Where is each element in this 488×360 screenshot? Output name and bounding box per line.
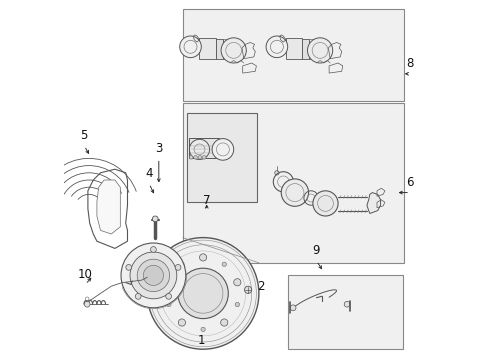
Text: 4: 4 [145,167,153,180]
Circle shape [202,156,205,159]
Circle shape [233,279,241,286]
Circle shape [281,179,308,206]
Circle shape [165,293,171,299]
Text: 10: 10 [78,268,93,281]
Circle shape [198,156,201,159]
Bar [199,38,215,59]
Text: 7: 7 [203,194,210,207]
Bar [188,138,219,158]
Bar [302,39,309,59]
Circle shape [344,301,349,307]
Circle shape [221,38,246,63]
Circle shape [289,305,295,311]
Circle shape [265,36,287,58]
Circle shape [189,139,209,159]
Circle shape [220,319,227,326]
Circle shape [137,259,169,292]
Text: 8: 8 [406,57,413,70]
Text: 9: 9 [312,244,320,257]
Circle shape [175,265,181,270]
Text: 2: 2 [256,280,264,293]
Circle shape [312,191,337,216]
Circle shape [143,265,163,285]
Bar [182,103,403,263]
Circle shape [150,247,156,252]
Bar [287,275,402,349]
Circle shape [179,36,201,58]
Circle shape [244,286,251,293]
Polygon shape [366,193,380,213]
Circle shape [189,156,193,159]
Circle shape [130,252,177,299]
Circle shape [274,171,279,175]
Text: 6: 6 [406,176,413,189]
Circle shape [235,302,239,307]
Circle shape [165,279,172,286]
Circle shape [152,216,158,222]
Circle shape [135,293,141,299]
Circle shape [212,139,233,160]
Circle shape [201,327,205,332]
Circle shape [121,243,185,308]
Text: 1: 1 [197,334,204,347]
Circle shape [178,268,228,319]
Circle shape [125,265,131,270]
Circle shape [166,302,171,307]
Text: 5: 5 [81,129,88,142]
Bar [223,39,228,59]
Circle shape [178,319,185,326]
Bar [215,39,223,59]
Bar [309,39,314,59]
Bar [285,38,302,59]
Circle shape [193,156,197,159]
Circle shape [180,262,183,266]
Circle shape [307,38,332,63]
Circle shape [199,254,206,261]
Circle shape [147,238,258,349]
Circle shape [84,301,90,307]
Polygon shape [97,180,120,234]
Text: 3: 3 [155,142,162,155]
Bar [186,113,257,202]
Bar [182,9,403,101]
Circle shape [222,262,226,266]
